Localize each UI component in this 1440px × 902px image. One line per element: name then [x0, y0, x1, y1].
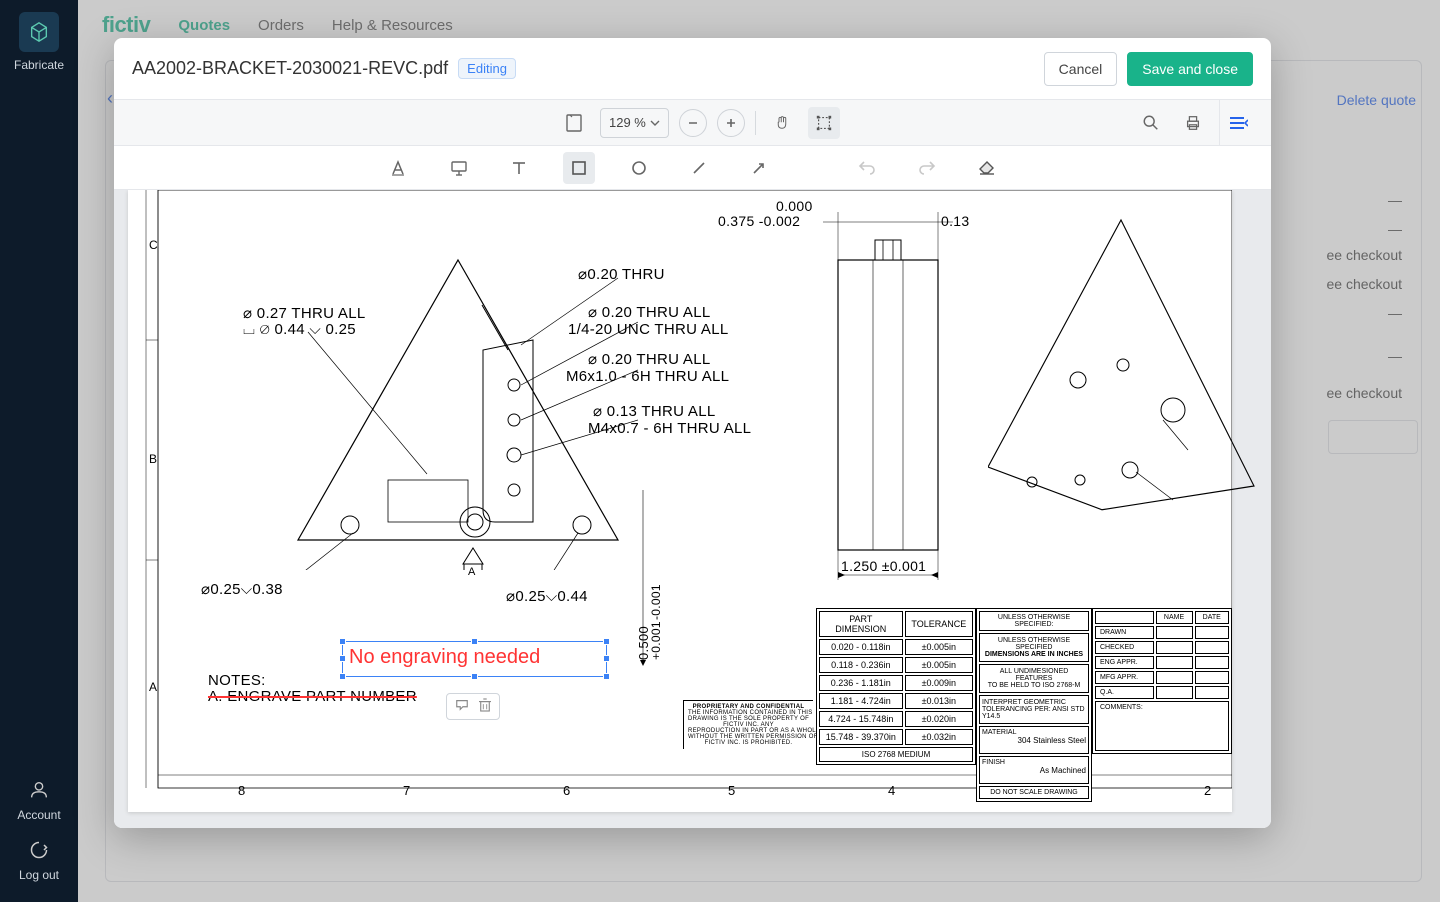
callout-right-bot: ⌀0.25⌵0.44: [506, 587, 588, 605]
logout-icon[interactable]: [27, 838, 51, 862]
thumbnails-icon[interactable]: [558, 107, 590, 139]
dim-tol: 0.375 -0.002: [718, 213, 800, 229]
callout-m6-2: M6x1.0 - 6H THRU ALL: [566, 368, 729, 385]
zoom-out-button[interactable]: [679, 109, 707, 137]
modal-header: AA2002-BRACKET-2030021-REVC.pdf Editing …: [114, 38, 1271, 100]
drawing-sheet: C B A 8 7 6 5 4 3 2: [128, 190, 1232, 812]
circle-tool-icon[interactable]: [623, 152, 655, 184]
prop-b6: FICTIV INC. IS PROHIBITED.: [688, 740, 809, 746]
ruler-col-2: 2: [1204, 783, 1211, 798]
ruler-row-a: A: [149, 680, 157, 694]
erase-tool-icon[interactable]: [971, 152, 1003, 184]
trash-icon[interactable]: [479, 698, 491, 715]
ruler-col-7: 7: [403, 783, 410, 798]
note-a: A. ENGRAVE PART NUMBER: [208, 688, 417, 705]
approval-block: NAMEDATE DRAWN CHECKED ENG APPR. MFG APP…: [1092, 608, 1232, 754]
callout-m4-2: M4x0.7 - 6H THRU ALL: [588, 420, 751, 437]
viewer-toolbar: 129 %: [114, 100, 1271, 146]
spec-block: UNLESS OTHERWISE SPECIFIED: UNLESS OTHER…: [976, 608, 1092, 802]
arrow-tool-icon[interactable]: [743, 152, 775, 184]
annotation-actions: [446, 693, 500, 720]
ruler-col-5: 5: [728, 783, 735, 798]
outline-toggle-icon[interactable]: [1219, 100, 1257, 145]
tolerance-table: PART DIMENSIONTOLERANCE 0.020 - 0.118in±…: [816, 608, 976, 765]
text-tool-icon[interactable]: [503, 152, 535, 184]
account-icon[interactable]: [27, 778, 51, 802]
save-close-button[interactable]: Save and close: [1127, 52, 1253, 86]
dim-zero: 0.000: [776, 198, 813, 214]
datum-a: A: [468, 566, 476, 578]
redo-icon[interactable]: [911, 152, 943, 184]
ruler-col-4: 4: [888, 783, 895, 798]
dim-bottom-side: 1.250 ±0.001: [841, 558, 926, 574]
cancel-button[interactable]: Cancel: [1044, 52, 1118, 86]
toolbar-divider: [755, 111, 756, 135]
pdf-viewer[interactable]: C B A 8 7 6 5 4 3 2: [114, 190, 1271, 828]
ruler-col-6: 6: [563, 783, 570, 798]
zoom-in-button[interactable]: [717, 109, 745, 137]
callout-m4-1: ⌀ 0.13 THRU ALL: [593, 402, 715, 420]
rectangle-tool-icon[interactable]: [563, 152, 595, 184]
dim-width: 0.13: [941, 213, 969, 229]
callout-020-all: ⌀ 0.20 THRU ALL: [588, 303, 710, 321]
undo-icon[interactable]: [851, 152, 883, 184]
callout-m6-1: ⌀ 0.20 THRU ALL: [588, 350, 710, 368]
side-view: [823, 210, 963, 590]
pan-tool-icon[interactable]: [766, 107, 798, 139]
callout-unc: 1/4-20 UNC THRU ALL: [568, 321, 728, 338]
ruler-row-c: C: [149, 238, 158, 252]
cube-icon: [28, 21, 50, 43]
front-view: [278, 250, 638, 570]
callout-020-thru: ⌀0.20 THRU: [578, 265, 665, 283]
callout-left-bot: ⌀0.25⌵0.38: [201, 580, 283, 598]
line-tool-icon[interactable]: [683, 152, 715, 184]
zoom-value: 129 %: [609, 115, 646, 130]
account-label[interactable]: Account: [17, 808, 60, 822]
proprietary-block: PROPRIETARY AND CONFIDENTIAL THE INFORMA…: [683, 700, 813, 749]
left-rail: Fabricate Account Log out: [0, 0, 78, 902]
annotation-text[interactable]: No engraving needed: [349, 646, 540, 669]
callout-thru-all: ⌀ 0.27 THRU ALL: [243, 304, 365, 322]
pdf-editor-modal: AA2002-BRACKET-2030021-REVC.pdf Editing …: [114, 38, 1271, 828]
file-name: AA2002-BRACKET-2030021-REVC.pdf: [132, 58, 448, 79]
print-icon[interactable]: [1177, 107, 1209, 139]
chevron-down-icon: [650, 119, 660, 127]
iso-view: [988, 210, 1268, 550]
dim-h-tol2: -0.001: [649, 584, 663, 620]
comment-icon[interactable]: [455, 698, 469, 715]
ruler-col-8: 8: [238, 783, 245, 798]
logout-label[interactable]: Log out: [19, 868, 59, 882]
ruler-row-b: B: [149, 452, 157, 466]
app-logo[interactable]: [19, 12, 59, 52]
dim-h-tol1: +0.001: [649, 621, 663, 660]
editing-badge: Editing: [458, 58, 516, 79]
markup-toolbar: [114, 146, 1271, 190]
app-name: Fabricate: [14, 58, 64, 72]
select-tool-icon[interactable]: [808, 107, 840, 139]
notes-label: NOTES:: [208, 672, 266, 689]
search-icon[interactable]: [1135, 107, 1167, 139]
note-tool-icon[interactable]: [443, 152, 475, 184]
annotation-selection[interactable]: No engraving needed: [342, 641, 607, 677]
callout-cbore: ⌴ ⌀ 0.44 ⌵ 0.25: [243, 321, 356, 338]
text-style-tool-icon[interactable]: [383, 152, 415, 184]
zoom-select[interactable]: 129 %: [600, 108, 669, 138]
